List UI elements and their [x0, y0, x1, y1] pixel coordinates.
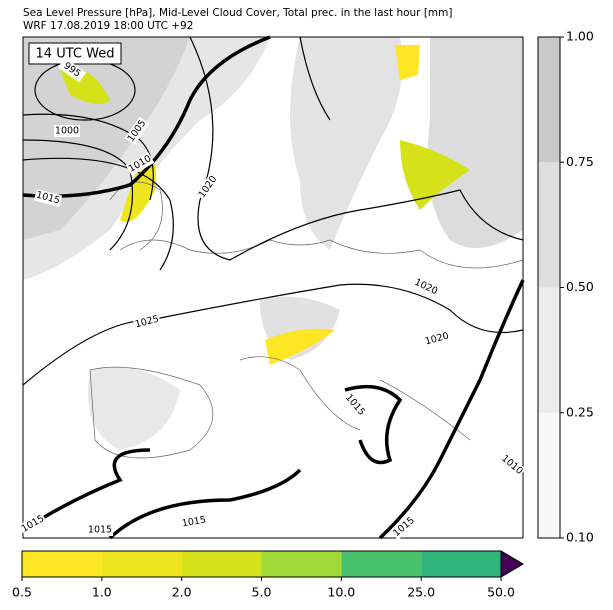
colorbar-tick-label: 0.25 — [566, 404, 594, 419]
colorbar-tick-label: 0.75 — [566, 154, 594, 169]
cloud-area — [427, 37, 523, 248]
colorbar-tick-label: 10.0 — [327, 585, 355, 600]
isobar-label-group: 1015 — [87, 524, 113, 536]
colorbar-segment — [538, 412, 560, 538]
isobar-label-bg — [411, 276, 441, 298]
precip-area — [265, 328, 335, 365]
isobar-label-bg — [390, 514, 418, 540]
colorbar-segment — [22, 551, 102, 577]
isobar-label-bg — [57, 57, 87, 83]
time-label: 14 UTC Wed — [36, 47, 115, 62]
colorbar-tick-label: 5.0 — [252, 585, 272, 600]
colorbar-segment — [261, 551, 342, 577]
colorbar-tick-label: 0.50 — [566, 279, 594, 294]
cloud-area — [23, 37, 190, 240]
isobar-label-bg — [132, 312, 162, 332]
isobar-label-bg — [18, 512, 48, 536]
colorbar-tick-label: 25.0 — [407, 585, 435, 600]
isobar-label-group: 1015 — [180, 513, 208, 531]
cloud-area — [290, 37, 403, 250]
isobar-label-bg — [422, 329, 452, 349]
precip-area — [400, 140, 470, 210]
subtitle: WRF 17.08.2019 18:00 UTC +92 — [23, 20, 193, 32]
isobar-label-group: 1025 — [132, 312, 162, 332]
isobar-label-bg — [124, 116, 150, 146]
colorbar-extend — [500, 550, 524, 578]
map-frame — [22, 36, 524, 539]
title: Sea Level Pressure [hPa], Mid-Level Clou… — [23, 7, 453, 19]
isobar-label-bg — [180, 513, 208, 531]
cloud-area — [88, 367, 180, 450]
isobar-label-group: 1020 — [422, 329, 452, 349]
isobar-label-bg — [342, 391, 368, 419]
time-box — [28, 42, 122, 65]
isobar-label: 1015 — [181, 514, 207, 529]
colorbar-tick-label: 2.0 — [172, 585, 192, 600]
colorbar-segment — [538, 287, 560, 413]
colorbar-segment — [101, 551, 182, 577]
colorbar-tick-label: 1.0 — [92, 585, 112, 600]
precip-area — [395, 45, 420, 80]
precip-area — [120, 158, 156, 222]
isobar-label: 1000 — [55, 126, 79, 137]
colorbar-segment — [181, 551, 262, 577]
map — [22, 35, 525, 540]
isobar-label-group: 1015 — [33, 188, 63, 208]
colorbar-segment — [341, 551, 422, 577]
colorbar-segment — [421, 551, 501, 577]
isobar-label-bg — [125, 152, 155, 176]
colorbar-tick-label: 50.0 — [487, 585, 515, 600]
isobar-label-bg — [195, 172, 221, 202]
colorbar-tick-label: 1.00 — [566, 29, 594, 44]
colorbar-segment — [538, 162, 560, 288]
isobar-label-group: 1000 — [54, 125, 80, 137]
isobar-label-bg — [87, 524, 113, 536]
isobar-label-bg — [33, 188, 63, 208]
colorbar-tick-label: 0.5 — [12, 585, 32, 600]
isobar-label-bg — [498, 452, 526, 478]
isobar-label: 1015 — [88, 525, 112, 536]
colorbar-segment — [538, 37, 560, 163]
colorbar-tick-label: 0.10 — [566, 530, 594, 545]
isobar-label-bg — [54, 125, 80, 137]
